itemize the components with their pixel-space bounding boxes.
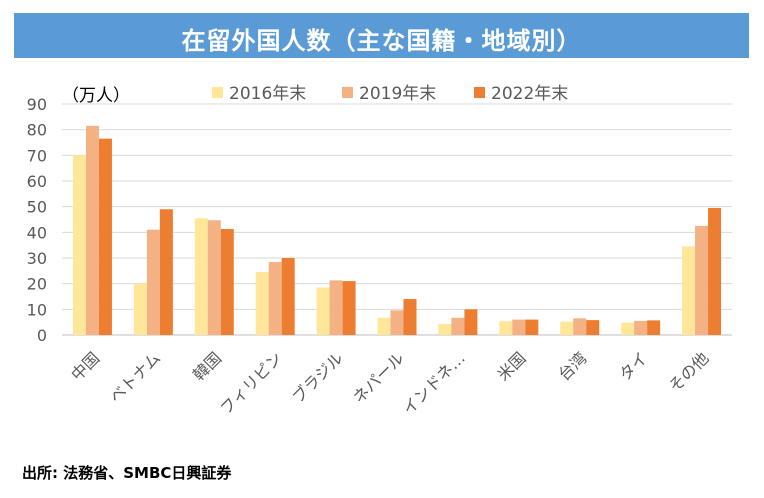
bar — [133, 283, 147, 335]
bar — [316, 287, 330, 335]
bar — [255, 272, 269, 335]
x-tick-label: インドネ… — [399, 348, 469, 418]
bar — [499, 321, 513, 335]
legend-swatch — [474, 87, 485, 98]
bar — [464, 309, 478, 335]
chart-title: 在留外国人数（主な国籍・地域別） — [181, 27, 582, 55]
x-tick-label: 韓国 — [189, 348, 225, 384]
x-tick-label: ベトナム — [106, 348, 164, 406]
bar — [512, 319, 526, 335]
x-tick-label: その他 — [665, 348, 712, 395]
x-tick-label: タイ — [615, 348, 651, 384]
y-tick-label: 70 — [27, 146, 47, 165]
bar — [194, 218, 208, 335]
y-unit-label: （万人） — [62, 86, 130, 106]
y-tick-label: 50 — [27, 198, 47, 217]
legend-label: 2019年末 — [359, 84, 436, 104]
bar — [586, 320, 600, 335]
bar — [146, 229, 160, 335]
legend-swatch — [212, 87, 223, 98]
source-note: 出所: 法務省、SMBC日興証券 — [22, 464, 232, 482]
legend-swatch — [342, 87, 353, 98]
y-tick-label: 20 — [27, 275, 47, 294]
legend-label: 2022年末 — [491, 84, 568, 104]
y-tick-label: 40 — [27, 223, 47, 242]
y-tick-label: 80 — [27, 121, 47, 140]
bar — [647, 320, 661, 335]
x-tick-label: 米国 — [494, 348, 530, 384]
bar — [159, 209, 173, 335]
title-banner: 在留外国人数（主な国籍・地域別） — [14, 13, 749, 58]
bar — [560, 321, 574, 335]
y-tick-label: 0 — [37, 326, 47, 345]
bar — [438, 323, 452, 335]
bar — [682, 246, 696, 335]
x-tick-label: ネパール — [349, 348, 408, 407]
x-tick-label: フィリピン — [216, 348, 286, 418]
y-tick-label: 90 — [27, 95, 47, 114]
x-tick-label: 中国 — [67, 348, 103, 384]
x-tick-label: ブラジル — [288, 348, 346, 406]
bar — [634, 320, 648, 335]
bar — [621, 322, 635, 335]
bar — [451, 317, 465, 335]
bar — [72, 155, 86, 335]
y-tick-label: 60 — [27, 172, 47, 191]
bar — [708, 207, 722, 335]
bar — [220, 228, 234, 335]
bar — [85, 125, 99, 335]
bar — [390, 310, 404, 335]
bar — [281, 258, 295, 335]
bar — [573, 318, 587, 335]
bar — [329, 280, 343, 335]
legend-label: 2016年末 — [229, 84, 306, 104]
bar — [377, 317, 391, 335]
y-tick-label: 30 — [27, 249, 47, 268]
bar — [207, 220, 221, 335]
y-tick-label: 10 — [27, 300, 47, 319]
bar — [98, 138, 112, 335]
bar — [403, 299, 417, 335]
bar — [525, 319, 539, 335]
bar — [342, 281, 356, 335]
bar — [695, 225, 709, 335]
x-tick-label: 台湾 — [554, 348, 590, 384]
bar — [268, 262, 282, 335]
